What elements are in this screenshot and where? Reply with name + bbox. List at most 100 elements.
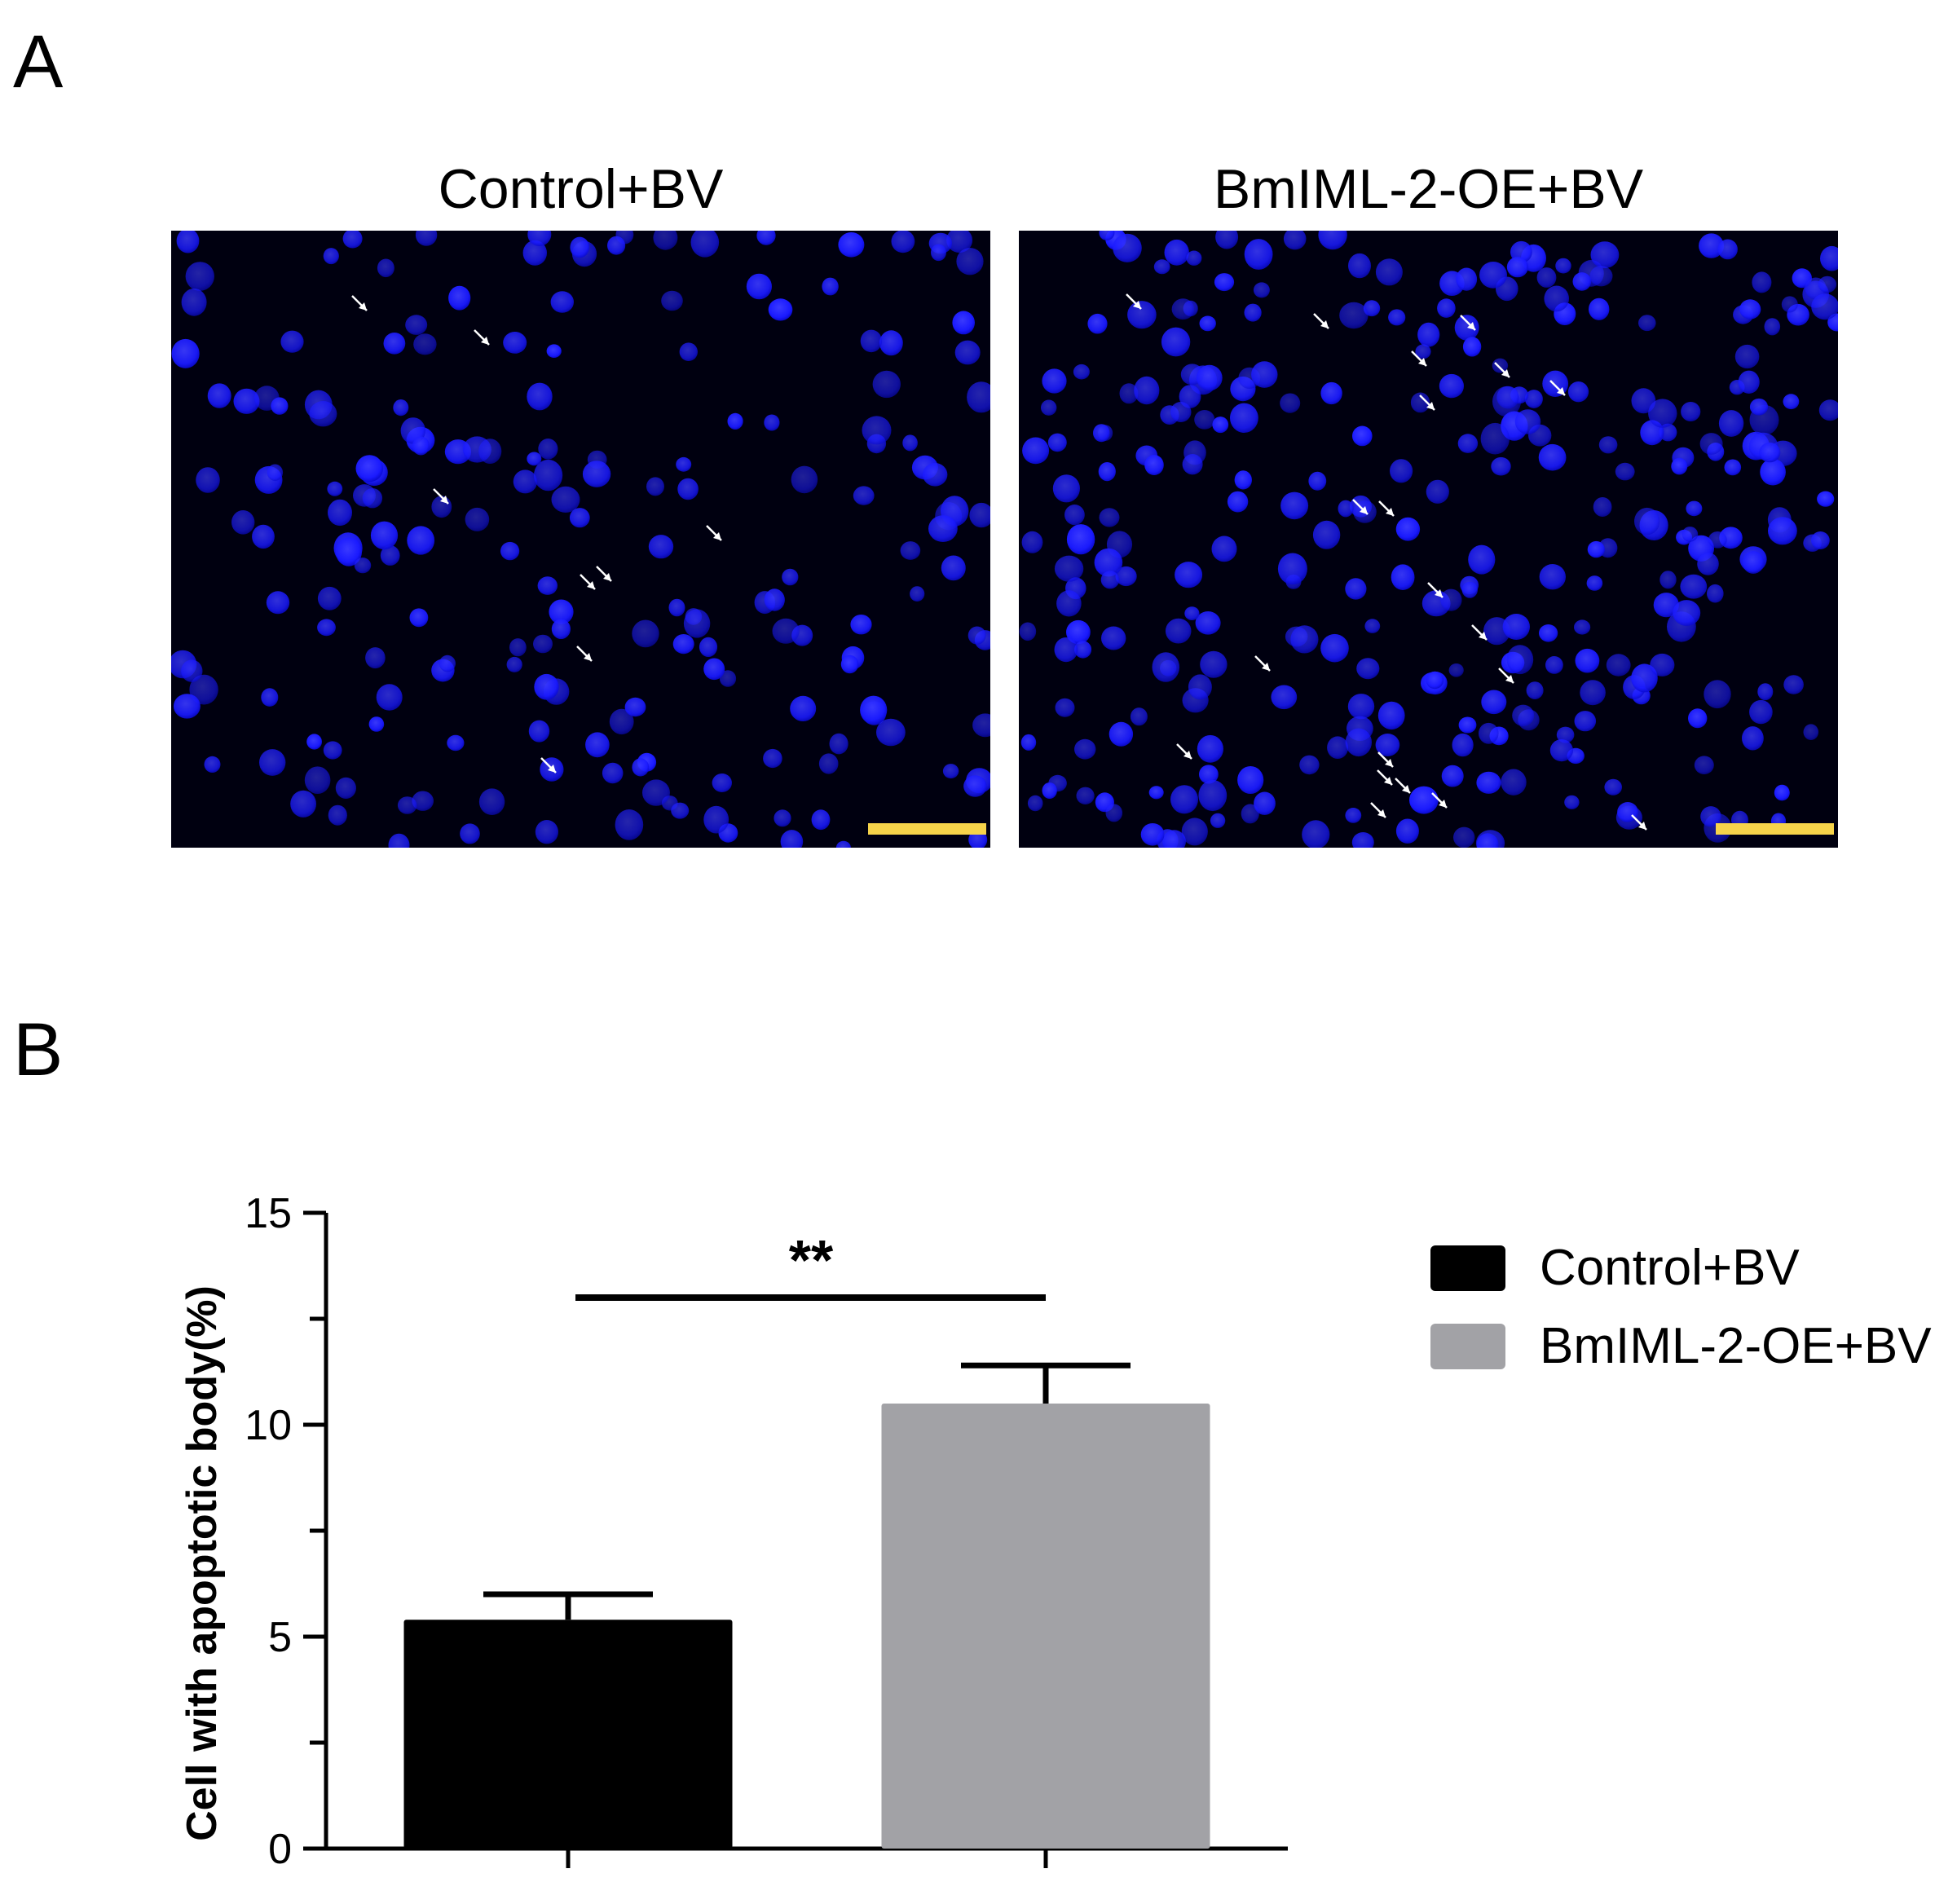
cell-nucleus: [1027, 795, 1043, 812]
cell-nucleus: [1182, 454, 1203, 475]
cell-nucleus: [185, 262, 214, 291]
cell-nucleus: [1811, 531, 1830, 549]
cell-nucleus: [1251, 361, 1278, 388]
cell-nucleus: [1283, 231, 1307, 250]
cell-nucleus: [954, 340, 981, 365]
cell-nucleus: [1019, 622, 1037, 641]
cell-nucleus: [1680, 574, 1708, 599]
cell-nucleus: [207, 383, 231, 408]
cell-nucleus: [677, 478, 699, 500]
cell-nucleus: [1347, 694, 1375, 720]
cell-nucleus: [860, 695, 888, 725]
cell-nucleus: [1704, 680, 1731, 709]
cell-nucleus: [624, 697, 646, 717]
cell-nucleus: [1659, 423, 1677, 442]
cell-nucleus: [1491, 456, 1511, 476]
arrow-group: [1126, 293, 1647, 831]
cell-nucleus: [328, 804, 347, 826]
cell-nucleus: [176, 231, 200, 253]
cell-nucleus: [853, 486, 875, 505]
arrow-head: [548, 765, 556, 773]
arrow-head: [1479, 632, 1487, 640]
cell-nucleus: [1320, 381, 1342, 405]
cell-nucleus: [412, 436, 430, 456]
significance-marker: **: [789, 1228, 834, 1292]
cell-nucleus: [1375, 734, 1400, 756]
bar-chart-canvas: 0 5 10 15 Cell with apoptotic body(%) **: [179, 1190, 1288, 1873]
cell-nucleus: [1244, 239, 1273, 270]
arrow-head: [1262, 663, 1270, 671]
cell-nucleus: [838, 232, 865, 258]
cell-nucleus: [448, 285, 471, 311]
cell-nucleus: [764, 588, 785, 611]
cell-nucleus: [1461, 581, 1478, 598]
cell-nucleus: [1055, 698, 1075, 717]
cell-nucleus: [412, 791, 434, 811]
cell-nucleus: [439, 654, 456, 672]
cell-nucleus: [1047, 433, 1067, 452]
cell-nucleus: [1054, 555, 1084, 582]
cell-nucleus: [533, 634, 553, 654]
cell-nucleus: [380, 545, 400, 566]
cell-nucleus: [1230, 403, 1258, 433]
cell-nucleus: [1783, 394, 1800, 410]
cell-nucleus: [719, 670, 737, 687]
scale-bar: [1716, 823, 1834, 835]
image-title-oe: BmIML-2-OE+BV: [1213, 158, 1644, 220]
cell-nucleus: [478, 439, 502, 464]
cell-nucleus: [527, 231, 552, 246]
arrow-head: [713, 532, 721, 540]
cell-nucleus: [1458, 716, 1477, 734]
cell-nucleus: [261, 688, 279, 707]
cell-nucleus: [570, 236, 589, 258]
cell-nucleus: [1098, 462, 1116, 482]
cell-nucleus: [1759, 442, 1781, 463]
bar-chart: 0 5 10 15 Cell with apoptotic body(%) ** Cont…: [0, 1125, 1957, 1904]
cell-nucleus: [317, 586, 342, 610]
cell-nucleus: [835, 840, 851, 848]
cell-nucleus: [388, 833, 410, 848]
cell-nucleus: [1199, 765, 1219, 784]
cell-nucleus: [1708, 531, 1727, 549]
cell-nucleus: [1320, 633, 1349, 663]
cell-nucleus: [1817, 491, 1835, 507]
cell-nucleus: [280, 330, 304, 353]
cell-nucleus: [671, 802, 690, 819]
cell-nucleus: [582, 461, 611, 487]
cell-nucleus: [1587, 540, 1605, 558]
cell-nucleus: [683, 609, 711, 638]
arrow-head: [481, 337, 489, 345]
cell-nucleus: [181, 659, 203, 682]
cell-nucleus: [546, 344, 562, 358]
arrow-group: [351, 295, 722, 774]
cell-nucleus: [1555, 258, 1571, 274]
cell-nucleus: [1364, 619, 1381, 633]
cell-nucleus: [1439, 373, 1464, 399]
cell-nucleus: [872, 370, 901, 399]
bar-control: [403, 1620, 733, 1849]
cell-nucleus: [661, 290, 683, 311]
cell-nucleus: [1574, 619, 1591, 635]
cell-nucleus: [1454, 315, 1479, 341]
cell-nucleus: [362, 488, 383, 509]
arrow-head: [603, 573, 611, 581]
arrow-head: [1501, 369, 1510, 377]
cell-nucleus: [1234, 470, 1252, 490]
cell-nucleus: [1688, 708, 1708, 729]
cell-nucleus: [1659, 571, 1677, 589]
cell-nucleus: [1564, 795, 1580, 809]
cell-nucleus: [727, 412, 743, 430]
cell-nucleus: [1739, 299, 1761, 320]
cell-nucleus: [607, 236, 626, 255]
cell-nucleus: [290, 790, 316, 818]
cell-nucleus: [1653, 593, 1679, 618]
cell-nucleus: [1638, 315, 1656, 332]
cell-nucleus: [1549, 739, 1573, 762]
nuclei-group: [171, 231, 990, 848]
cell-nucleus: [342, 231, 363, 249]
cell-nucleus: [1327, 736, 1349, 759]
cell-nucleus: [1164, 239, 1189, 266]
cell-nucleus: [522, 240, 547, 266]
cell-nucleus: [259, 749, 286, 776]
arrow-head: [1467, 322, 1475, 330]
